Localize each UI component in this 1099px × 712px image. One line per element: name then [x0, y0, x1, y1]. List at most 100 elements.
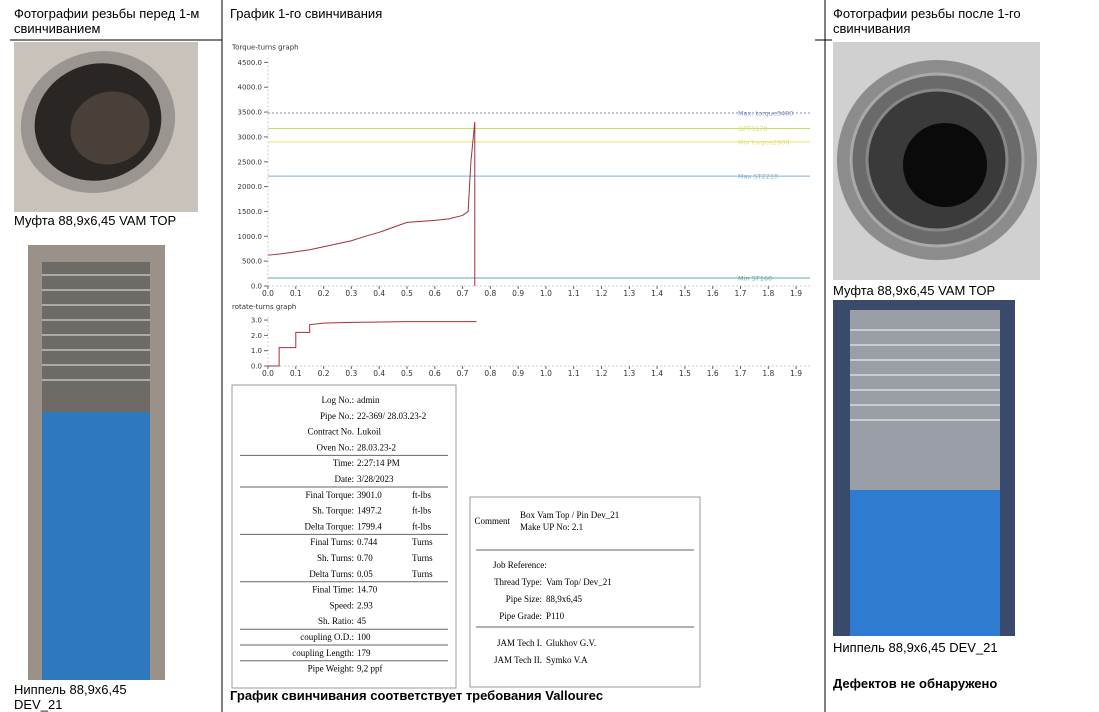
report-value: 1497.2: [357, 506, 382, 516]
y-tick-label: 2500.0: [238, 158, 263, 166]
report-value: P110: [546, 611, 565, 621]
report-label: Pipe No.:: [320, 411, 354, 421]
x-tick-label: 1.3: [623, 289, 635, 298]
report-unit: Turns: [412, 537, 433, 547]
report-label: Oven No.:: [317, 442, 355, 452]
reference-label: Max. torque3480: [738, 110, 793, 118]
x-tick-label: 0.4: [373, 369, 385, 378]
x-tick-label: 0.9: [512, 369, 524, 378]
report-value: Glukhov G.V.: [546, 638, 596, 648]
y-tick-label: 4000.0: [238, 84, 263, 92]
x-tick-label: 1.0: [540, 369, 552, 378]
y-tick-label: 3500.0: [238, 109, 263, 117]
x-tick-label: 0.5: [401, 289, 413, 298]
report-value: 2:27:14 PM: [357, 458, 400, 468]
comment-text: Make UP No: 2.1: [520, 522, 583, 532]
report-label: coupling O.D.:: [300, 632, 354, 642]
x-tick-label: 1.8: [762, 289, 774, 298]
x-tick-label: 0.8: [484, 369, 496, 378]
reference-label: Min ST160: [738, 275, 772, 283]
report-value: Vam Top/ Dev_21: [546, 577, 612, 587]
report-label: Pipe Weight:: [308, 664, 354, 674]
x-tick-label: 1.2: [596, 369, 608, 378]
x-tick-label: 0.2: [318, 369, 330, 378]
x-tick-label: 1.4: [651, 369, 663, 378]
x-tick-label: 1.5: [679, 369, 691, 378]
x-tick-label: 0.3: [345, 369, 357, 378]
y-tick-label: 0.0: [251, 363, 262, 371]
canvas: Torque-turns graph0.0500.01000.01500.020…: [0, 0, 1099, 712]
reference-label: Max ST2210: [738, 173, 778, 181]
x-tick-label: 0.1: [290, 369, 302, 378]
y-tick-label: 4500.0: [238, 59, 263, 67]
graph-title: Torque-turns graph: [231, 43, 299, 51]
report-value: 14.70: [357, 585, 378, 595]
x-tick-label: 0.7: [457, 369, 469, 378]
report-value: Symko V.A: [546, 655, 588, 665]
y-tick-label: 1500.0: [238, 208, 263, 216]
page: Torque-turns graph0.0500.01000.01500.020…: [0, 0, 1099, 712]
x-tick-label: 1.4: [651, 289, 663, 298]
report-value: 0.744: [357, 537, 378, 547]
photo-coupling-after: [833, 42, 1040, 280]
x-tick-label: 1.3: [623, 369, 635, 378]
report-label: Log No.:: [322, 395, 355, 405]
photo-nipple-before: [28, 245, 165, 680]
x-tick-label: 1.1: [568, 369, 580, 378]
report-value: 179: [357, 648, 371, 658]
report-value: 0.05: [357, 569, 373, 579]
photo-coupling-before: [1, 30, 198, 215]
x-tick-label: 1.1: [568, 289, 580, 298]
y-tick-label: 3000.0: [238, 133, 263, 141]
reference-label: OPT3170: [738, 125, 768, 133]
report-label: coupling Length:: [292, 648, 354, 658]
report-label: Delta Turns:: [309, 569, 354, 579]
report-unit: ft-lbs: [412, 490, 431, 500]
report-label: JAM Tech I.: [497, 638, 542, 648]
report-unit: Turns: [412, 569, 433, 579]
report-label: Final Time:: [312, 585, 354, 595]
report-value: 45: [357, 616, 367, 626]
x-tick-label: 0.1: [290, 289, 302, 298]
comment-label: Comment: [475, 516, 511, 526]
x-tick-label: 1.6: [707, 289, 719, 298]
x-tick-label: 0.6: [429, 369, 441, 378]
report-label: Sh. Turns:: [317, 553, 354, 563]
x-tick-label: 1.7: [735, 289, 747, 298]
report-boxes: [232, 385, 700, 688]
report-value: 22-369/ 28.03.23-2: [357, 411, 426, 421]
report-label: Delta Torque:: [305, 521, 354, 531]
right-header: Фотографии резьбы после 1-го свинчивания: [833, 6, 1073, 36]
x-tick-label: 1.6: [707, 369, 719, 378]
x-tick-label: 0.6: [429, 289, 441, 298]
report-label: Pipe Grade:: [499, 611, 542, 621]
x-tick-label: 1.2: [596, 289, 608, 298]
x-tick-label: 0.4: [373, 289, 385, 298]
report-value: 1799.4: [357, 521, 382, 531]
x-tick-label: 0.0: [262, 289, 274, 298]
report-label: Pipe Size:: [506, 594, 542, 604]
y-tick-label: 0.0: [251, 283, 262, 291]
report-label: Sh. Torque:: [312, 506, 354, 516]
conclusion: График свинчивания соответствует требова…: [230, 688, 603, 703]
report-label: Date:: [335, 474, 355, 484]
x-tick-label: 0.2: [318, 289, 330, 298]
left-caption: Муфта 88,9х6,45 VAM TOP: [14, 213, 194, 228]
x-tick-label: 1.5: [679, 289, 691, 298]
series-line: [268, 322, 476, 366]
note: Дефектов не обнаружено: [833, 676, 997, 691]
x-tick-label: 1.9: [790, 369, 802, 378]
y-tick-label: 3.0: [251, 317, 262, 325]
x-tick-label: 1.8: [762, 369, 774, 378]
x-tick-label: 1.7: [735, 369, 747, 378]
report-label: Sh. Ratio:: [318, 616, 354, 626]
report-value: 3901.0: [357, 490, 382, 500]
job-reference: Job Reference:: [493, 560, 547, 570]
middle-header: График 1-го свинчивания: [230, 6, 382, 21]
report-label: Final Turns:: [310, 537, 354, 547]
report-label: Contract No.: [308, 427, 355, 437]
report-unit: ft-lbs: [412, 521, 431, 531]
report-value: 9,2 ppf: [357, 664, 383, 674]
report-unit: ft-lbs: [412, 506, 431, 516]
report-label: Time:: [333, 458, 354, 468]
